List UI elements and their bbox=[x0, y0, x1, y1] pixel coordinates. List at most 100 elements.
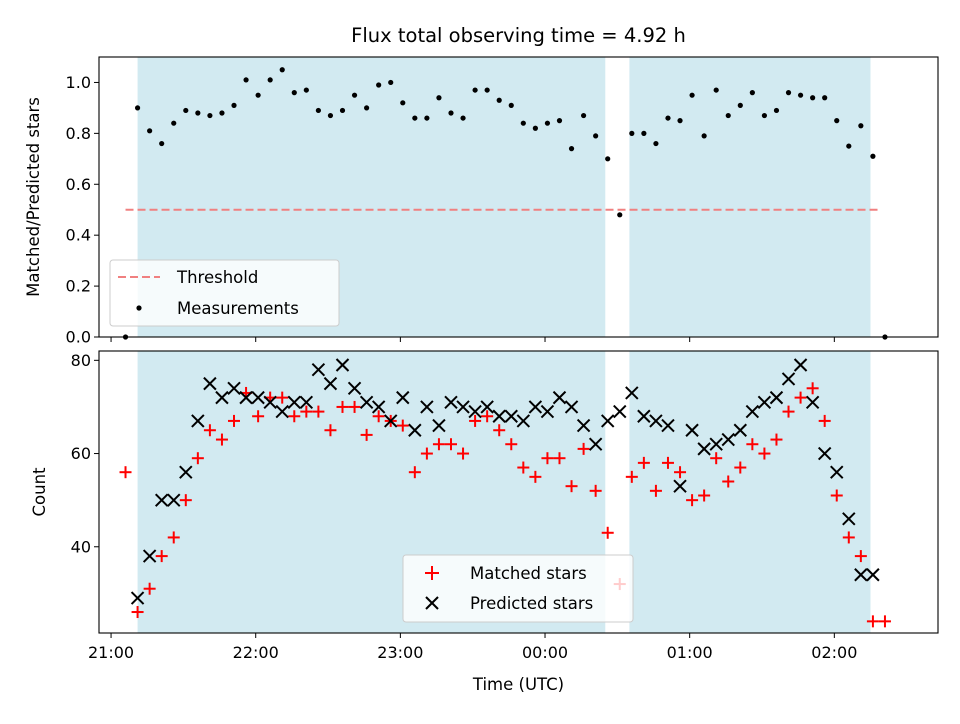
measurement-point bbox=[460, 115, 466, 121]
measurement-point bbox=[388, 79, 394, 86]
matched-star-point bbox=[517, 461, 530, 474]
predicted-star-point bbox=[637, 409, 651, 423]
y-tick-label: 0.2 bbox=[66, 277, 91, 296]
measurement-point bbox=[665, 115, 671, 121]
predicted-star-point bbox=[215, 390, 229, 405]
measurement-point bbox=[846, 143, 852, 149]
y-tick-label: 60 bbox=[71, 444, 91, 463]
matched-star-point bbox=[119, 466, 132, 479]
measurement-point bbox=[472, 87, 478, 93]
measurement-point bbox=[134, 105, 141, 111]
measurement-point bbox=[303, 87, 309, 93]
measurement-point bbox=[544, 120, 551, 126]
predicted-star-point bbox=[371, 400, 386, 414]
predicted-stars-legend-swatch bbox=[425, 596, 439, 610]
predicted-star-point bbox=[287, 395, 301, 409]
predicted-star-point bbox=[613, 404, 627, 419]
chart-title: Flux total observing time = 4.92 h bbox=[351, 24, 686, 47]
bottom-legend: Matched stars Predicted stars bbox=[402, 554, 634, 623]
predicted-star-point bbox=[721, 432, 735, 447]
measurement-point bbox=[159, 140, 165, 147]
predicted-star-point bbox=[600, 414, 615, 428]
measurement-point bbox=[858, 123, 864, 129]
measurement-point bbox=[834, 118, 840, 124]
matched-star-point bbox=[758, 447, 771, 460]
measurement-point bbox=[207, 112, 213, 119]
shaded-interval bbox=[629, 57, 871, 337]
matched-star-point bbox=[818, 414, 831, 427]
predicted-star-point bbox=[167, 493, 181, 507]
matched-star-point bbox=[131, 606, 144, 619]
matched-star-point bbox=[432, 438, 445, 451]
x-axis-label: Time (UTC) bbox=[472, 675, 564, 694]
matched-star-point bbox=[529, 470, 542, 483]
predicted-star-point bbox=[335, 358, 350, 372]
predicted-star-point bbox=[733, 423, 748, 437]
y-tick-label: 0.6 bbox=[66, 175, 91, 194]
measurement-point bbox=[243, 77, 249, 83]
matched-star-point bbox=[143, 582, 156, 595]
predicted-star-point bbox=[793, 358, 808, 372]
measurement-point bbox=[629, 130, 635, 136]
shaded-interval bbox=[629, 351, 871, 633]
measurement-point bbox=[376, 82, 382, 88]
matched-star-point bbox=[312, 405, 325, 418]
measurements-legend-swatch bbox=[136, 305, 142, 311]
predicted-star-point bbox=[781, 372, 796, 386]
predicted-star-point bbox=[817, 446, 832, 461]
measurement-point bbox=[653, 140, 659, 147]
matched-star-point bbox=[155, 550, 168, 563]
measurement-point bbox=[147, 128, 153, 134]
predicted-star-point bbox=[468, 404, 482, 419]
matched-star-point bbox=[661, 456, 674, 469]
matched-star-point bbox=[215, 433, 228, 446]
measurement-point bbox=[810, 95, 816, 101]
y-tick-label: 0.4 bbox=[66, 226, 91, 245]
predicted-star-point bbox=[745, 404, 760, 419]
predicted-star-point bbox=[769, 390, 784, 405]
measurement-point bbox=[508, 102, 514, 108]
predicted-star-point bbox=[564, 400, 579, 414]
predicted-star-point bbox=[866, 568, 880, 582]
predicted-star-point bbox=[480, 400, 494, 414]
predicted-star-point bbox=[263, 395, 277, 409]
matched-star-point bbox=[794, 391, 807, 404]
predicted-star-point bbox=[323, 376, 338, 391]
measurement-point bbox=[568, 146, 575, 152]
predicted-star-point bbox=[154, 493, 169, 507]
predicted-star-point bbox=[299, 395, 314, 409]
matched-star-point bbox=[420, 447, 433, 460]
matched-star-point bbox=[481, 410, 494, 423]
matched-star-point bbox=[179, 494, 192, 507]
matched-star-point bbox=[505, 438, 518, 451]
measurement-point bbox=[520, 120, 526, 126]
matched-star-point bbox=[734, 461, 747, 474]
measurement-point bbox=[605, 156, 611, 162]
measurement-point bbox=[797, 92, 804, 98]
matched-star-point bbox=[830, 489, 843, 502]
matched-star-point bbox=[300, 405, 313, 418]
matched-star-point bbox=[806, 382, 819, 395]
measurement-point bbox=[291, 90, 297, 96]
bottom-plot-frame bbox=[98, 350, 939, 634]
measurement-point bbox=[713, 87, 719, 93]
matched-star-point bbox=[577, 442, 590, 455]
predicted-star-point bbox=[588, 437, 603, 451]
predicted-star-point bbox=[709, 437, 723, 451]
measurement-point bbox=[448, 110, 454, 116]
predicted-star-point bbox=[625, 386, 639, 400]
predicted-star-point bbox=[227, 381, 241, 395]
measurement-point bbox=[219, 110, 225, 116]
measurement-point bbox=[484, 87, 490, 93]
measurement-point bbox=[279, 67, 285, 73]
measurements-legend-label: Measurements bbox=[177, 299, 299, 318]
x-tick-label: 01:00 bbox=[667, 643, 713, 662]
threshold-legend-label: Threshold bbox=[176, 268, 258, 287]
measurement-point bbox=[171, 120, 177, 126]
measurement-point bbox=[424, 115, 430, 121]
matched-star-point bbox=[553, 452, 566, 465]
matched-star-point bbox=[444, 438, 457, 451]
matched-star-point bbox=[348, 400, 361, 413]
measurement-point bbox=[556, 118, 563, 124]
